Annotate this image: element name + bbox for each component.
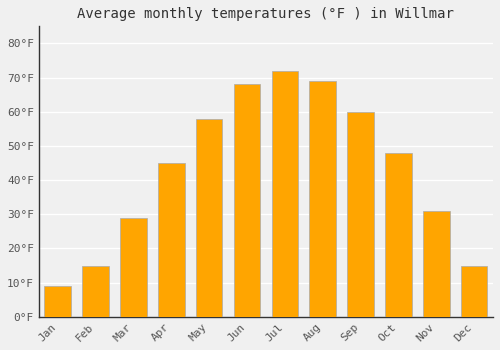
Bar [310, 81, 336, 317]
Bar [348, 112, 374, 317]
Bar [385, 153, 411, 317]
Bar [423, 211, 450, 317]
Title: Average monthly temperatures (°F ) in Willmar: Average monthly temperatures (°F ) in Wi… [78, 7, 454, 21]
Bar [461, 266, 487, 317]
Bar [272, 71, 298, 317]
Bar [120, 218, 146, 317]
Bar [234, 84, 260, 317]
Bar [44, 286, 71, 317]
Bar [158, 163, 184, 317]
Bar [82, 266, 109, 317]
Bar [196, 119, 222, 317]
